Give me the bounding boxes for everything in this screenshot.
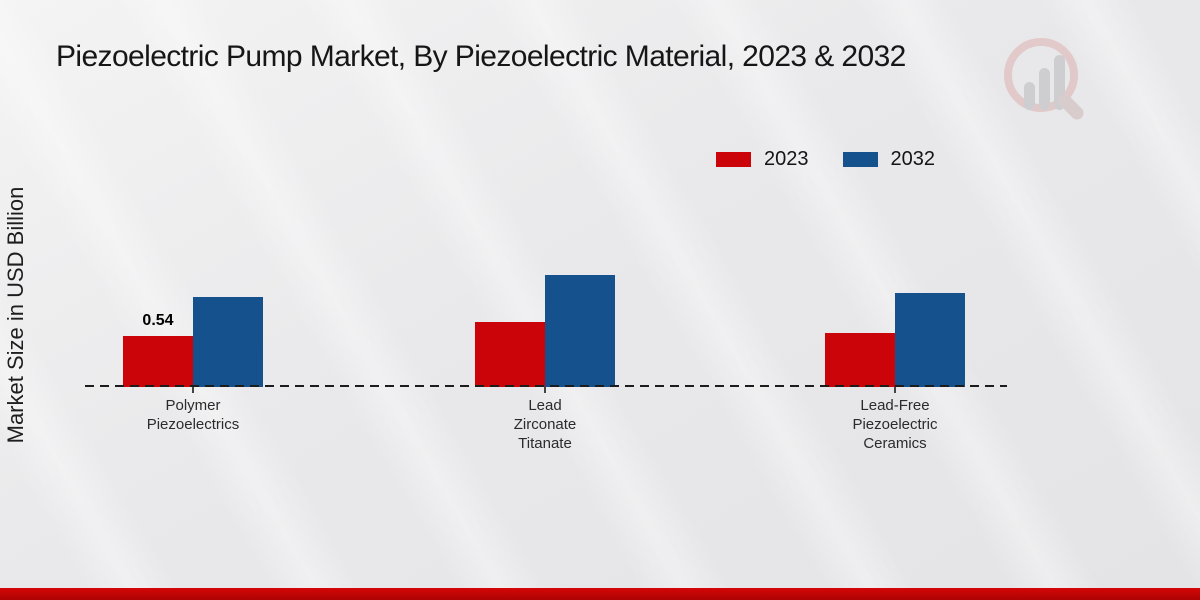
bar-2032-polymer-piezoelectrics: [193, 297, 263, 387]
x-axis-category-label: Polymer Piezoelectrics: [146, 397, 240, 433]
chart-title: Piezoelectric Pump Market, By Piezoelect…: [56, 40, 906, 73]
bar-value-label: 0.54: [142, 312, 174, 329]
legend-label: 2023: [764, 148, 809, 170]
footer-accent-bar: [0, 588, 1200, 600]
legend-item-2032: 2032: [842, 148, 936, 171]
legend-swatch-2023: [716, 152, 751, 167]
legend: 2023 2032: [716, 148, 935, 171]
bar-2032-lead-zirconate-titanate: [545, 275, 615, 387]
legend-label: 2032: [890, 148, 936, 170]
x-axis-category-label: Lead Zirconate Titanate: [513, 397, 577, 452]
bar-2023-lead-free-piezoelectric-ceramics: [825, 333, 895, 387]
magnifier-bar-chart-logo-icon: [1004, 38, 1084, 120]
x-axis-tick: [544, 387, 546, 393]
zero-baseline-dashed: [85, 385, 1007, 387]
x-axis-tick: [192, 387, 194, 393]
bar-2023-lead-zirconate-titanate: [475, 322, 545, 387]
x-axis-category-label: Lead-Free Piezoelectric Ceramics: [852, 397, 938, 452]
bar-2032-lead-free-piezoelectric-ceramics: [895, 293, 965, 387]
legend-swatch-2032: [842, 152, 878, 167]
x-axis-tick: [894, 387, 896, 393]
bar-2023-polymer-piezoelectrics: [123, 336, 193, 387]
legend-item-2023: 2023: [716, 148, 809, 171]
